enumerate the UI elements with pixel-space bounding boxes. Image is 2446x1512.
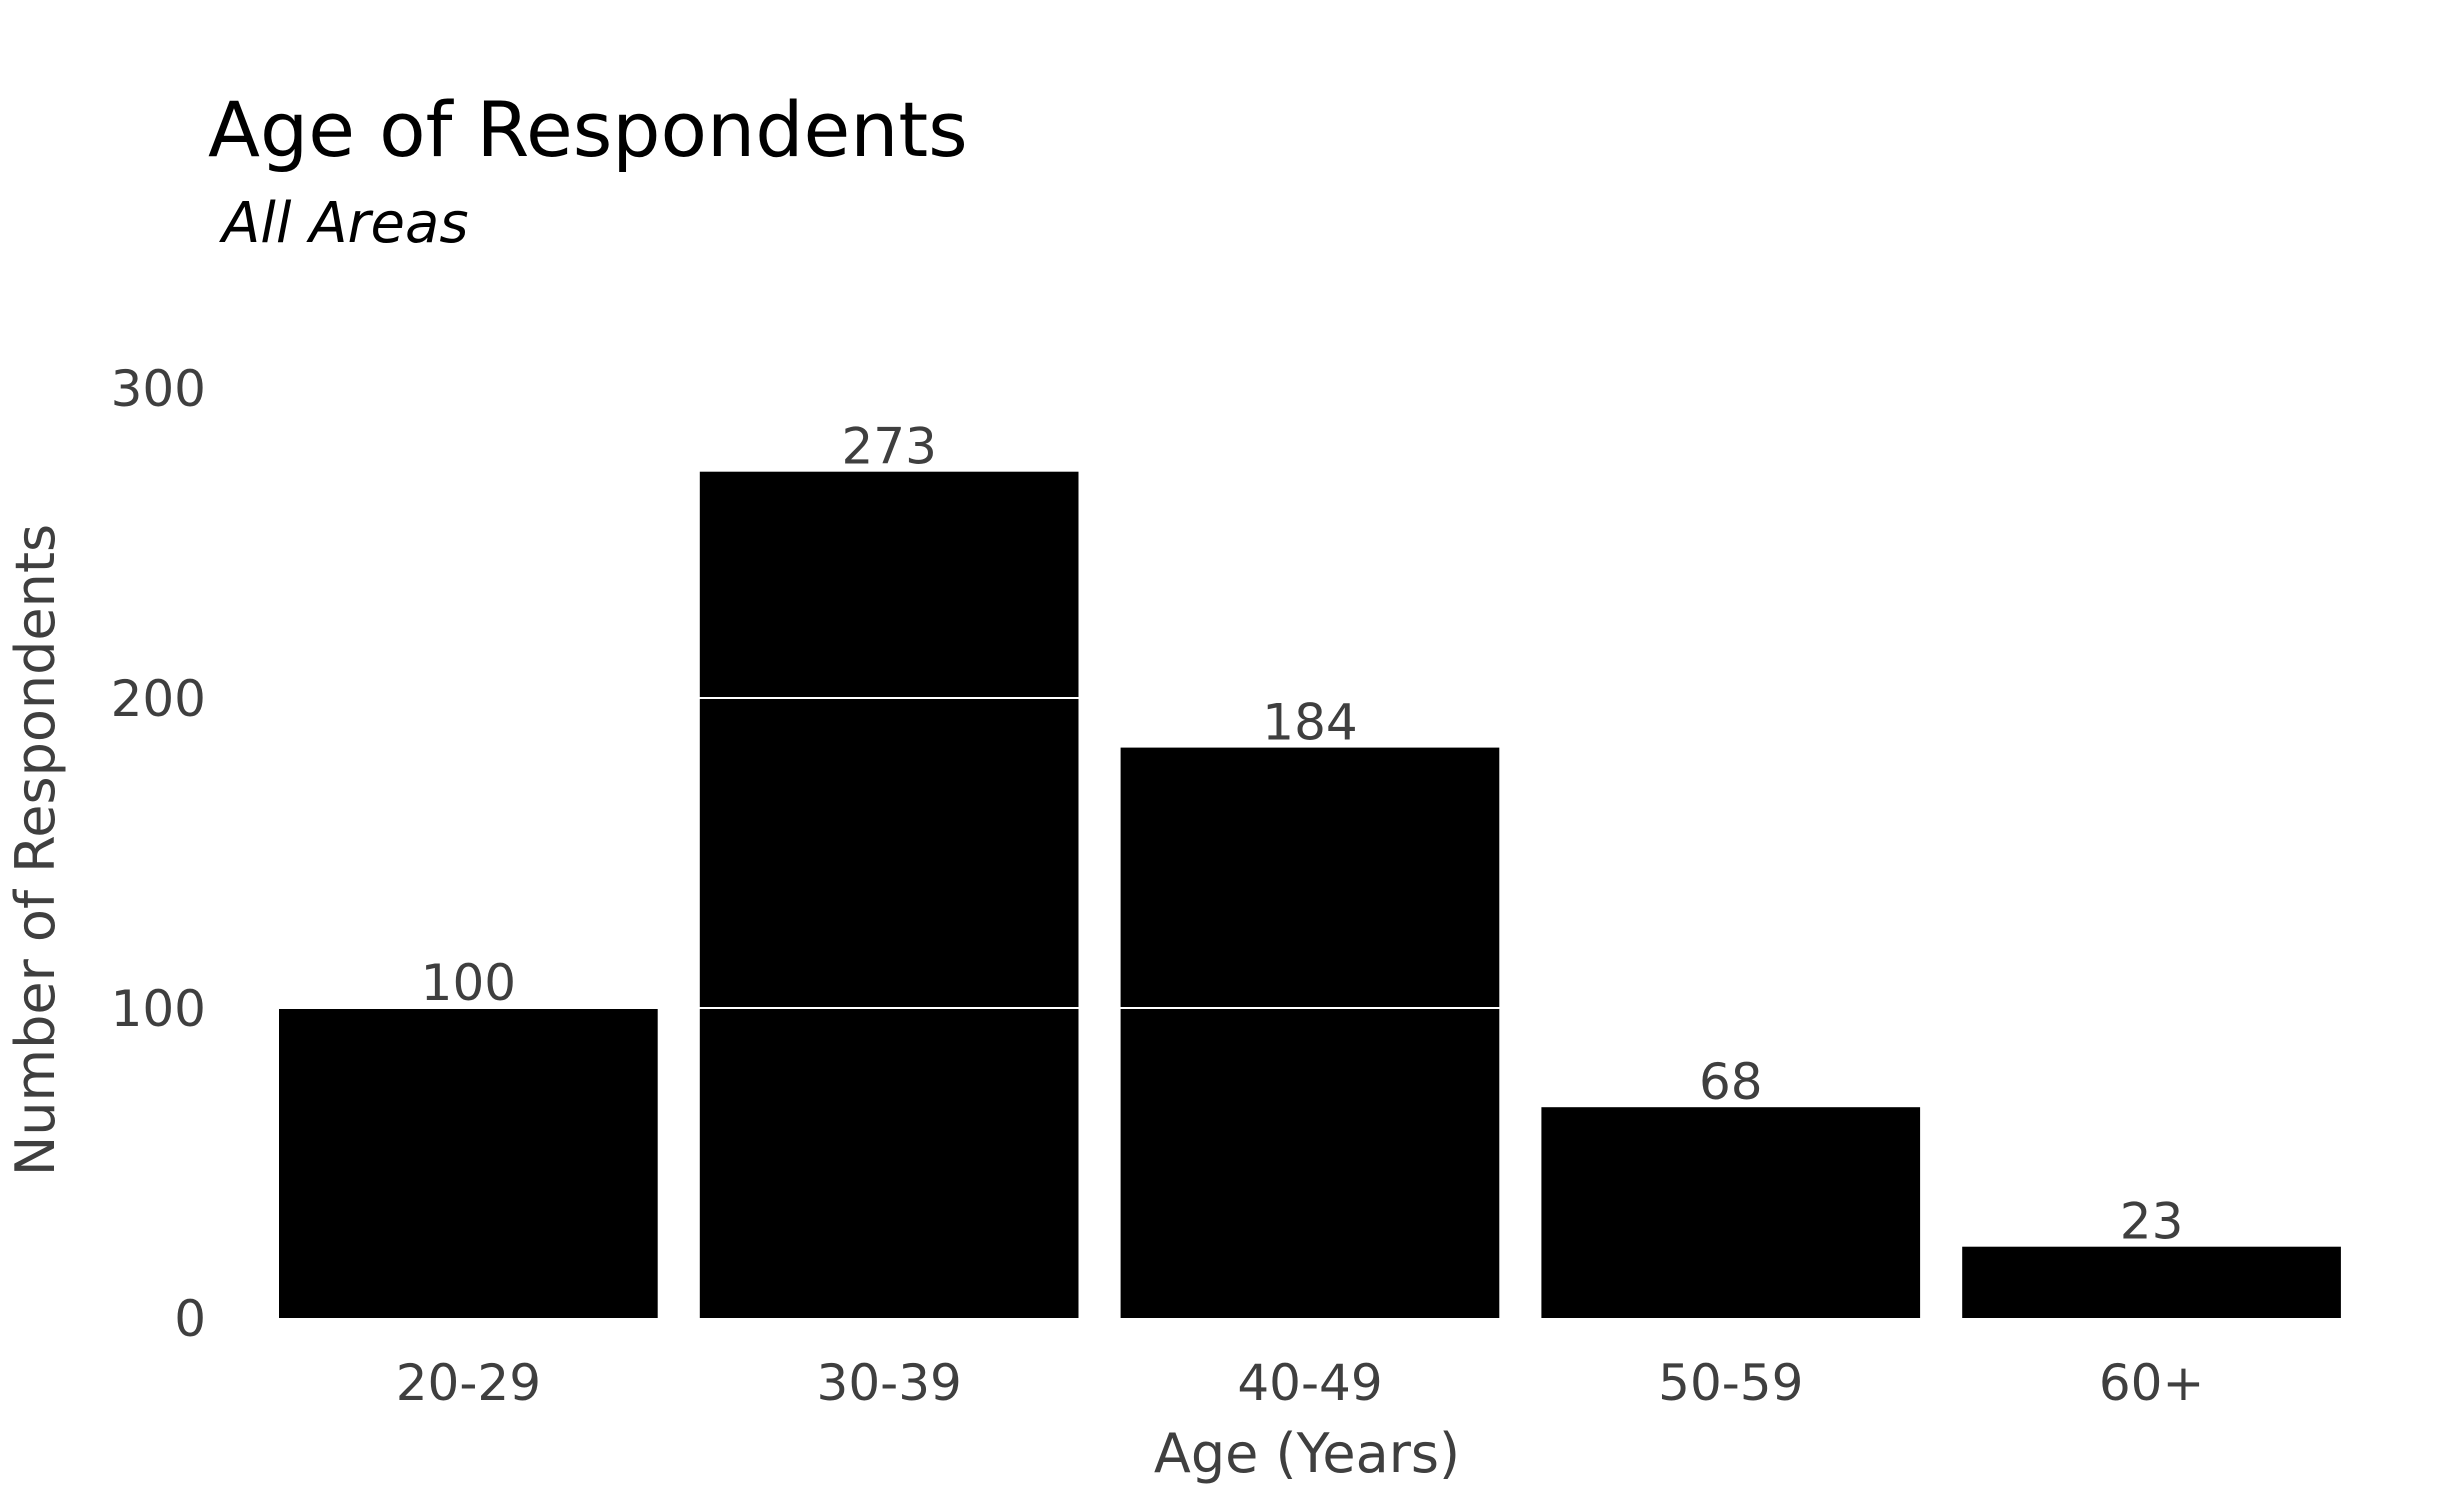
bar-20-29 [279,1008,658,1318]
data-label-20-29: 100 [421,954,516,1012]
chart-title: Age of Respondents [208,85,968,174]
data-label-30-39: 273 [841,418,936,476]
y-tick-label-100: 100 [111,980,206,1038]
bar-50-59 [1541,1107,1921,1318]
x-axis-title: Age (Years) [1154,1422,1460,1485]
bar-30-39 [699,471,1079,1318]
x-tick-label-50-59: 50-59 [1658,1354,1803,1412]
bars [279,471,2341,1318]
chart-subtitle: All Areas [219,191,469,256]
x-tick-label-60+: 60+ [2099,1354,2205,1412]
y-axis: 0 100 200 300 [111,360,206,1348]
y-axis-title: Number of Respondents [4,524,67,1176]
y-tick-label-0: 0 [174,1290,206,1348]
bar-60+ [1962,1246,2341,1318]
bar-40-49 [1120,747,1500,1318]
x-tick-label-30-39: 30-39 [817,1354,962,1412]
x-axis: 20-29 30-39 40-49 50-59 60+ [396,1354,2205,1412]
data-labels: 100 273 184 68 23 [421,418,2184,1251]
y-tick-label-200: 200 [111,670,206,728]
gridlines [258,387,2362,1009]
data-label-40-49: 184 [1262,694,1357,752]
x-tick-label-40-49: 40-49 [1237,1354,1382,1412]
y-tick-label-300: 300 [111,360,206,418]
data-label-50-59: 68 [1699,1053,1763,1111]
data-label-60+: 23 [2120,1193,2184,1251]
x-tick-label-20-29: 20-29 [396,1354,541,1412]
